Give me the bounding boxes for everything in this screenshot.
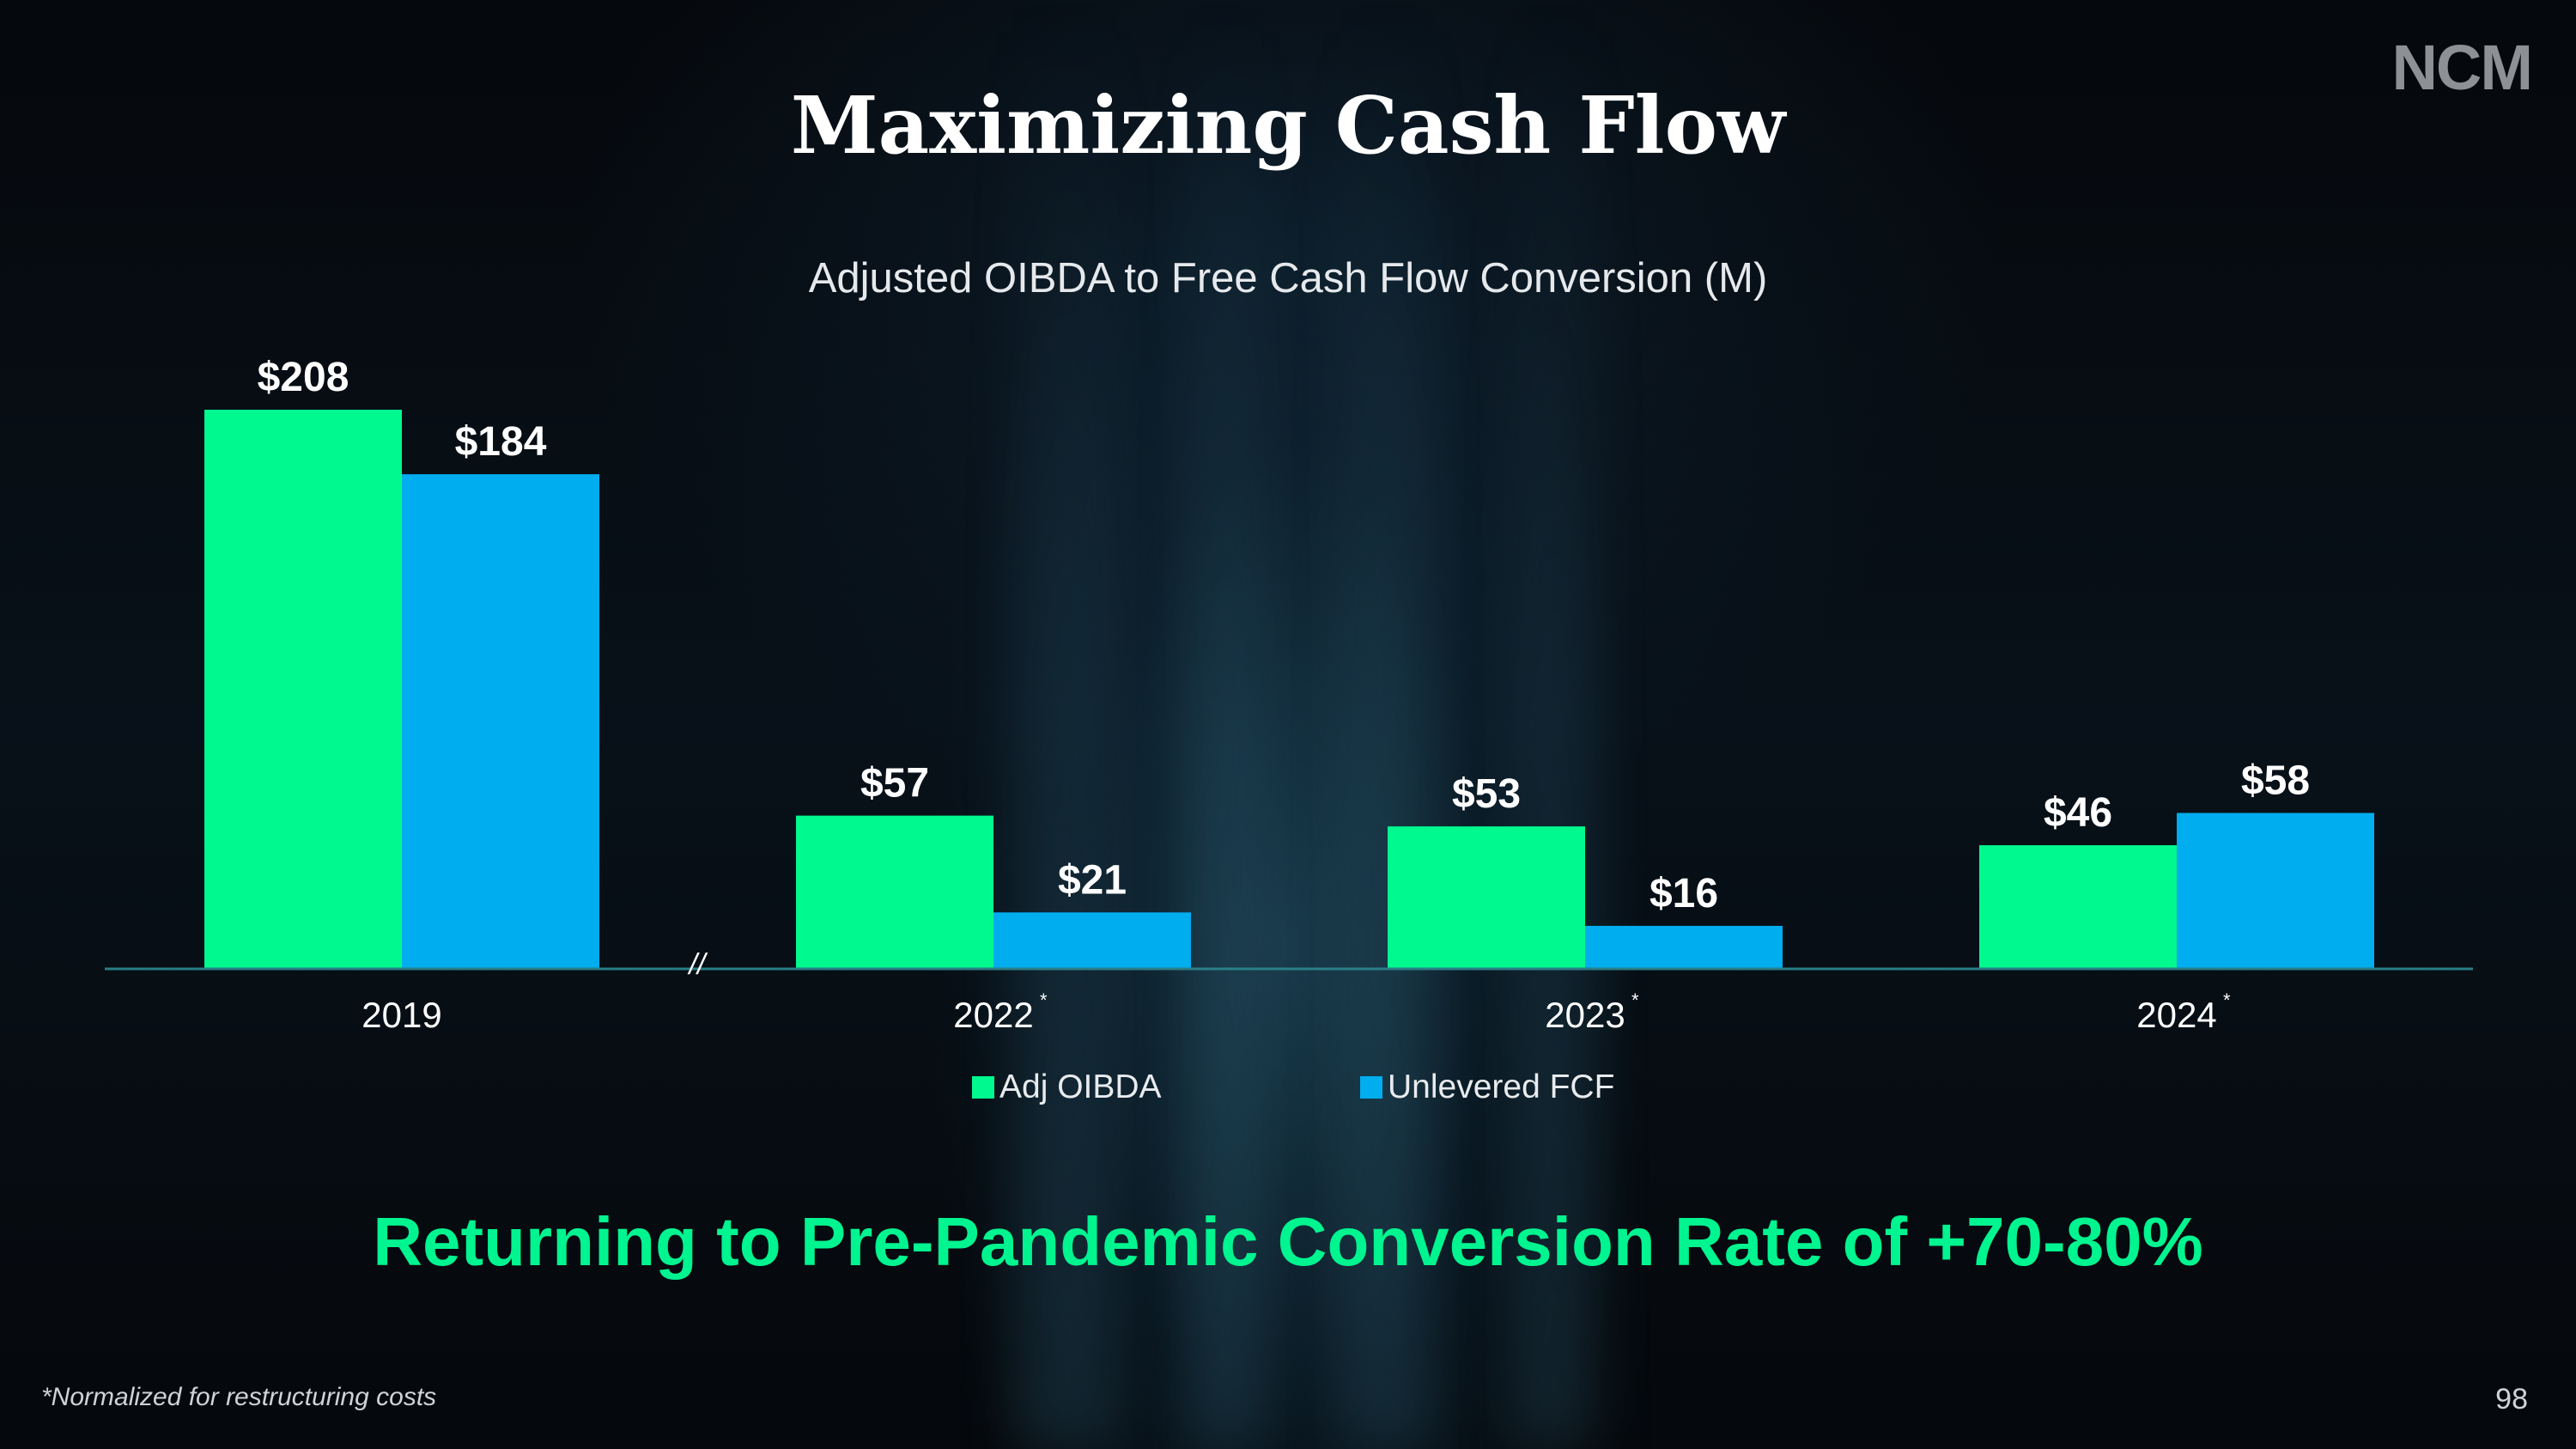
data-label-unlevered-fcf-2024: $58 [2241,758,2310,803]
x-tick-label-2019: 2019 [361,995,441,1035]
legend-item-unlevered-fcf: Unlevered FCF [1360,1068,1614,1106]
bars-layer [204,410,2374,969]
x-tick-label-2024: 2024 [2136,995,2216,1035]
footnote: *Normalized for restructuring costs [41,1383,437,1411]
value-labels-layer: $208 $184 $57 $21 $53 $16 $46 $58 [258,355,2310,916]
data-label-adj-oibda-2023: $53 [1452,771,1521,817]
data-label-unlevered-fcf-2022: $21 [1058,857,1127,903]
legend-item-adj-oibda: Adj OIBDA [972,1068,1162,1106]
page-number: 98 [2495,1383,2528,1416]
bar-adj-oibda-2022 [796,815,993,969]
bar-unlevered-fcf-2019 [402,474,599,969]
data-label-adj-oibda-2019: $208 [258,355,349,400]
data-label-unlevered-fcf-2019: $184 [455,419,547,465]
light-beam [1340,0,1434,1449]
bar-adj-oibda-2023 [1388,826,1585,969]
data-label-adj-oibda-2024: $46 [2044,790,2112,836]
legend-swatch-adj-oibda [972,1076,994,1099]
data-label-adj-oibda-2022: $57 [860,761,929,807]
light-beam [1013,0,1116,1449]
bar-adj-oibda-2024 [1979,845,2177,969]
ncm-logo: NCM [2391,32,2533,103]
light-beam [1185,0,1262,1449]
axis-break-mark: // [688,948,708,981]
bar-adj-oibda-2019 [204,410,402,969]
x-tick-asterisk-2022: * [1040,989,1048,1011]
x-tick-labels-layer: 2019 2022 * 2023 * 2024 * [361,989,2231,1035]
legend-label-adj-oibda: Adj OIBDA [999,1068,1162,1105]
legend: Adj OIBDA Unlevered FCF [0,1068,2576,1120]
page-title: Maximizing Cash Flow [790,79,1786,172]
x-tick-asterisk-2023: * [1631,989,1639,1011]
bar-unlevered-fcf-2023 [1585,925,1783,969]
chart-subtitle: Adjusted OIBDA to Free Cash Flow Convers… [808,255,1768,301]
legend-label-unlevered-fcf: Unlevered FCF [1388,1068,1615,1105]
bar-unlevered-fcf-2022 [993,912,1191,969]
bar-unlevered-fcf-2024 [2177,813,2374,969]
legend-swatch-unlevered-fcf [1360,1076,1382,1099]
x-tick-label-2022: 2022 [953,995,1033,1035]
data-label-unlevered-fcf-2023: $16 [1649,871,1718,916]
headline: Returning to Pre-Pandemic Conversion Rat… [373,1203,2203,1280]
x-tick-label-2023: 2023 [1545,995,1625,1035]
x-tick-asterisk-2024: * [2223,989,2231,1011]
light-beam [1511,0,1597,1449]
